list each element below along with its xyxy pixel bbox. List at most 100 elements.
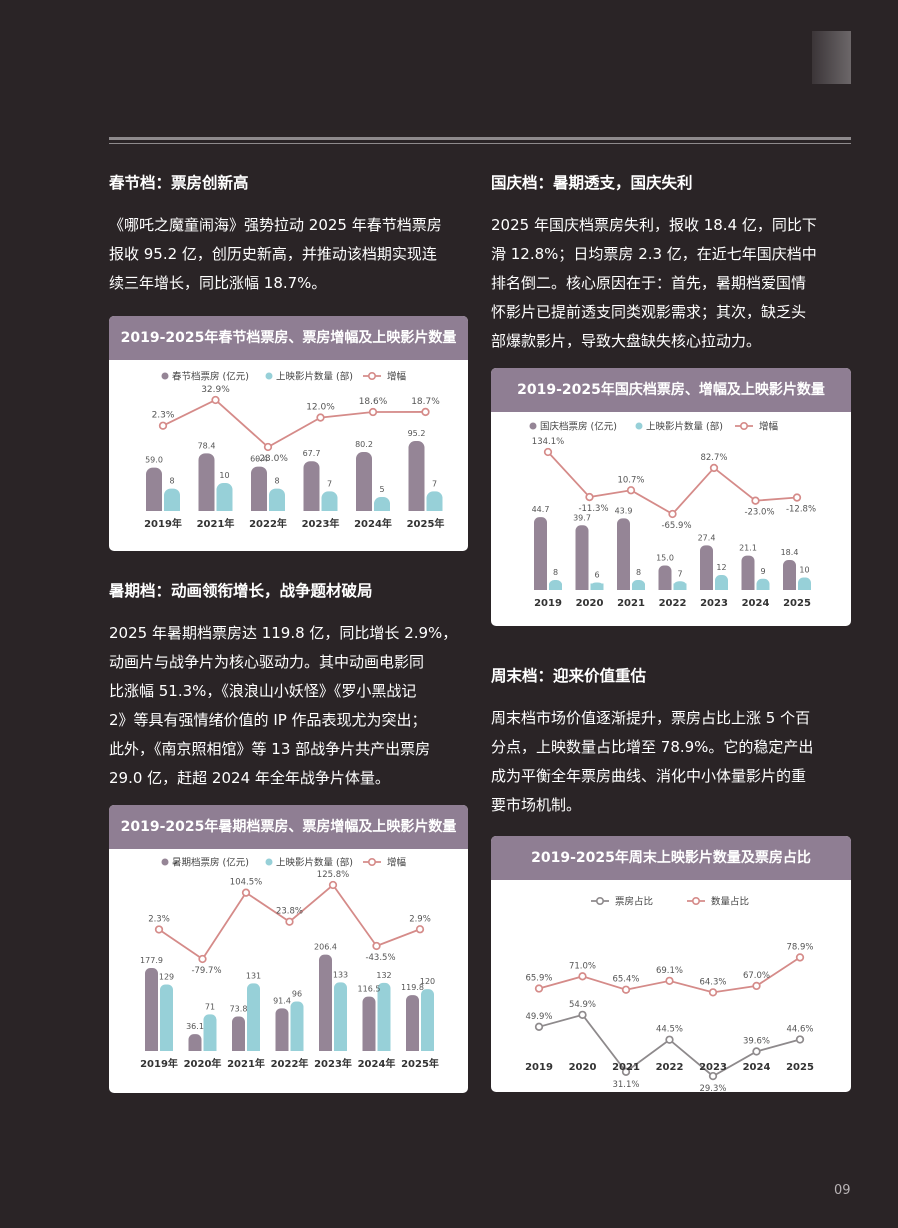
spring-chart-card: 2019-2025年春节档票房、票房增幅及上映影片数量 春节档票房 (亿元) 上映… [109,316,468,551]
bar-国庆档票房 (亿元) [575,525,589,590]
page-number: 09 [834,1183,851,1198]
x-tick-label: 2020 [576,598,604,609]
bar-base [406,1044,419,1051]
bar-base [783,583,796,590]
growth-label: -65.9% [661,521,691,531]
series-point [621,985,631,994]
growth-point [668,509,677,519]
spring-paragraph: 《哪吒之魔童闹海》强势拉动 2025 年春节档票房 报收 95.2 亿，创历史新… [109,211,471,298]
series-point [795,1035,805,1044]
x-tick-label: 2022年 [271,1057,309,1070]
national-chart-card: 2019-2025年国庆档票房、增幅及上映影片数量 国庆档票房 (亿元) 上映影片… [491,368,851,626]
bar-label: 8 [553,568,558,577]
x-tick-label: 2024年 [354,517,392,530]
bar-国庆档票房 (亿元) [700,545,713,590]
summer-chart: 暑期档票房 (亿元) 上映影片数量 (部) 增幅 177.9 129 2019年 36.1 7… [140,857,439,1071]
series-label: 31.1% [612,1080,639,1090]
growth-label: 125.8% [317,870,349,880]
bar-上映影片数量 (部) [203,1014,217,1051]
growth-point [154,925,164,934]
bar-base [741,583,755,590]
bar-春节档票房 (亿元) [356,452,372,511]
bar-base [700,583,713,590]
x-tick-label: 2019 [534,598,562,609]
x-tick-label: 2024年 [358,1057,396,1070]
x-tick-label: 2024 [743,1062,771,1073]
bar-base [408,503,425,511]
growth-point [709,463,719,473]
x-tick-label: 2023年 [302,517,340,530]
x-tick-label: 2022年 [249,517,287,530]
legend-dot [265,858,273,866]
bar-base [290,1044,304,1051]
bar-label: 95.2 [408,429,426,438]
bar-base [319,1044,332,1051]
bar-label: 119.8 [401,983,424,992]
growth-label: 18.7% [411,397,440,407]
x-tick-label: 2020年 [184,1057,222,1070]
legend-dot [161,858,169,866]
series-label: 67.0% [743,971,770,981]
x-tick-label: 2025 [786,1062,814,1073]
bar-base [321,503,338,511]
bar-base [374,503,390,511]
weekend-chart-title: 2019-2025年周末上映影片数量及票房占比 [491,836,851,880]
bar-国庆档票房 (亿元) [617,518,630,590]
x-tick-label: 2019 [525,1062,553,1073]
bar-base [232,1044,245,1051]
growth-point [751,496,760,505]
series-label: 69.1% [656,966,683,976]
weekend-chart: 票房占比 数量占比 49.9% 54.9% 31.1% 44.5% 29.3% 39.6% 44… [525,896,814,1093]
national-line-5: 部爆款影片，导致大盘缺失核心拉动力。 [491,332,762,350]
bar-base [356,503,372,511]
x-tick-label: 2021年 [197,517,235,530]
bar-label: 7 [432,479,437,488]
x-tick-label: 2023 [700,598,728,609]
bar-国庆档票房 (亿元) [534,517,547,590]
legend-line-marker [367,858,376,867]
series-label: 39.6% [743,1036,770,1046]
summer-line-2: 动画片与战争片为核心驱动力。其中动画电影同 [109,653,425,671]
growth-point [626,486,636,495]
x-tick-label: 2023 [699,1062,727,1073]
bar-label: 7 [327,479,332,488]
growth-label: 23.8% [276,907,303,917]
national-line-1: 2025 年国庆档票房失利，报收 18.4 亿，同比下 [491,216,817,234]
series-label: 64.3% [699,977,726,987]
bar-base [247,1044,260,1051]
bar-base [275,1044,289,1051]
x-tick-label: 2025 [783,598,811,609]
bar-国庆档票房 (亿元) [741,555,755,590]
series-label: 49.9% [525,1012,552,1022]
x-tick-label: 2021年 [227,1057,265,1070]
spring-line-1: 《哪吒之魔童闹海》强势拉动 2025 年春节档票房 [109,216,442,234]
bar-base [160,1044,173,1051]
bar-label: 71 [205,1002,215,1011]
bar-base [164,503,180,511]
bar-label: 10 [219,471,229,480]
bar-上映影片数量 (部) [160,984,173,1051]
bar-base [426,503,443,511]
growth-point [792,493,802,502]
summer-line-5: 此外，《南京照相馆》等 13 部战争片共产出票房 [109,740,431,758]
spring-chart: 春节档票房 (亿元) 上映影片数量 (部) 增幅 59.0 8 2019年 78.4 10 20… [144,371,445,531]
legend-label: 上映影片数量 (部) [646,421,723,433]
legend-dot [635,422,643,430]
summer-line-3: 比涨幅 51.3%，《浪浪山小妖怪》《罗小黑战记 [109,682,417,700]
legend-label: 增幅 [387,857,407,869]
summer-line-4: 2》等具有强情绪价值的 IP 作品表现尤为突出； [109,711,427,729]
x-tick-label: 2025年 [407,517,445,530]
summer-chart-title: 2019-2025年暑期档票房、票房增幅及上映影片数量 [109,805,468,849]
growth-label: -23.0% [744,508,774,518]
bar-暑期档票房 (亿元) [275,1008,289,1051]
series-point [708,988,718,997]
bar-暑期档票房 (亿元) [232,1016,245,1051]
national-line-2: 滑 12.8%；日均票房 2.3 亿，在近七年国庆档中 [491,245,817,263]
bar-base [216,503,233,511]
bar-上映影片数量 (部) [421,989,434,1051]
growth-label: 2.3% [148,914,170,924]
series-label: 65.9% [525,974,552,984]
legend-label: 增幅 [759,421,779,433]
legend-label: 上映影片数量 (部) [276,371,353,383]
bar-label: 8 [274,477,279,486]
